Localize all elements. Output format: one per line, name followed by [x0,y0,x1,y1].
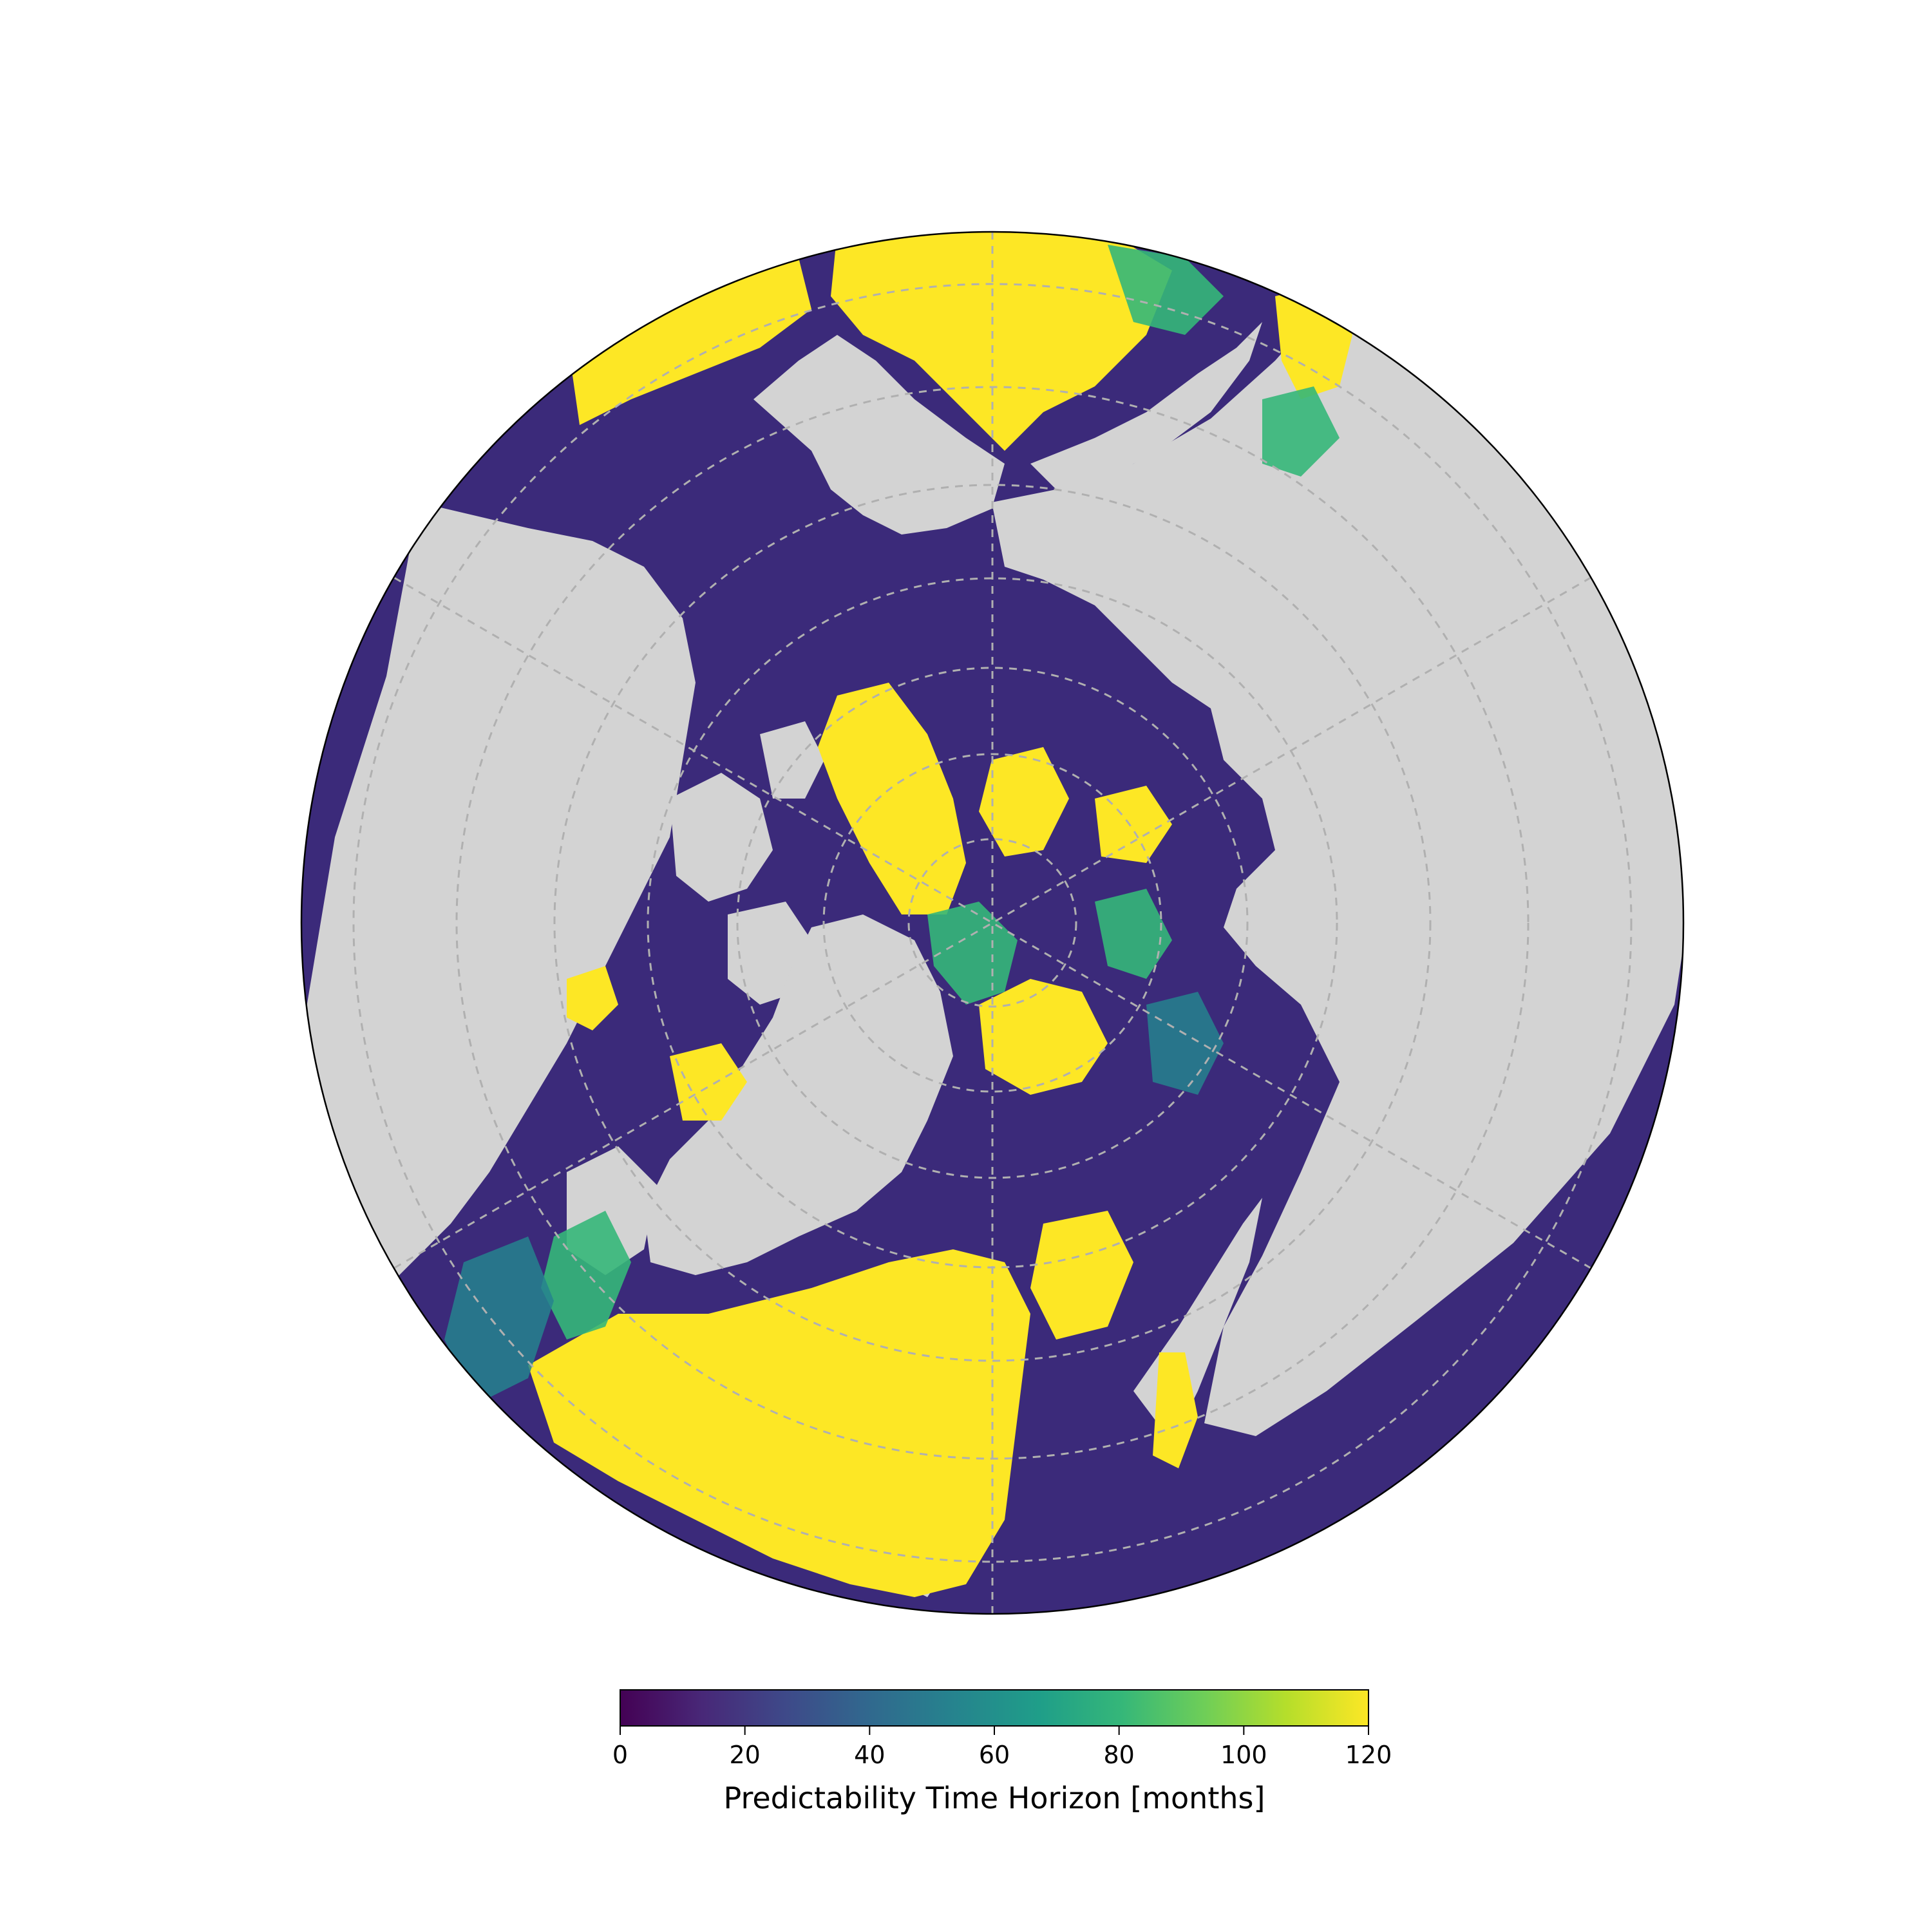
arctic-medium-1 [927,902,1018,1005]
labrador-high [670,1043,747,1121]
high-predictability [528,232,1352,1597]
north-pacific-high [831,232,1172,451]
land-canada [303,502,696,1314]
teal-predictability [444,992,1224,1404]
colorbar: 0 20 40 60 80 100 120 Predictability Time Hori… [612,1689,1392,1815]
colorbar-tick-label: 40 [854,1741,885,1769]
colorbar-tick-label: 100 [1220,1741,1267,1769]
pacific-medium [1108,245,1224,335]
north-atlantic-high-2 [1030,1211,1133,1340]
map-disc [301,232,1683,1614]
latitude-circle-30 [455,386,1530,1460]
okhotsk-medium [1262,386,1340,477]
colorbar-tick-label: 60 [979,1741,1010,1769]
arctic-medium-2 [1095,889,1172,979]
greenland-sea-medium [541,1211,631,1340]
map-boundary [300,231,1685,1615]
colorbar-tick-label: 20 [729,1741,760,1769]
colorbar-label: Predictability Time Horizon [months] [724,1781,1265,1815]
land-archipelago-3 [760,721,824,799]
latitude-circle-80 [907,838,1077,1008]
medium-predictability [541,245,1340,1340]
central-arctic-high [818,683,966,914]
arctic-atlantic-high [979,979,1108,1095]
labrador-sea-teal [444,1236,554,1404]
meridian-120 [393,576,1591,1269]
colorbar-gradient [620,1689,1369,1727]
land-alaska [753,335,1005,535]
kara-teal [1146,992,1224,1095]
latitude-circle-20 [352,283,1633,1563]
meridian-60 [393,576,1591,1269]
colorbar-tick-label: 120 [1345,1741,1392,1769]
colorbar-ticks: 0 20 40 60 80 100 120 [612,1726,1392,1769]
central-arctic-high-2 [979,747,1069,857]
land-eurasia [992,270,1683,1436]
land-chukotka [1030,322,1262,489]
north-atlantic-high [528,1249,1030,1597]
latitude-circle-60 [736,667,1249,1179]
colorbar-tick-label: 80 [1103,1741,1134,1769]
hudson-high [567,966,618,1030]
baltic-high [1153,1352,1198,1468]
land-greenland [644,914,953,1275]
arctic-siberian-high [1095,786,1172,863]
latitude-circle-40 [553,484,1432,1362]
colorbar-tick-label: 0 [612,1741,628,1769]
land-archipelago-1 [670,773,773,902]
latitude-circle-70 [822,753,1162,1093]
gridlines [352,232,1633,1614]
northwest-pacific-high [567,258,811,425]
